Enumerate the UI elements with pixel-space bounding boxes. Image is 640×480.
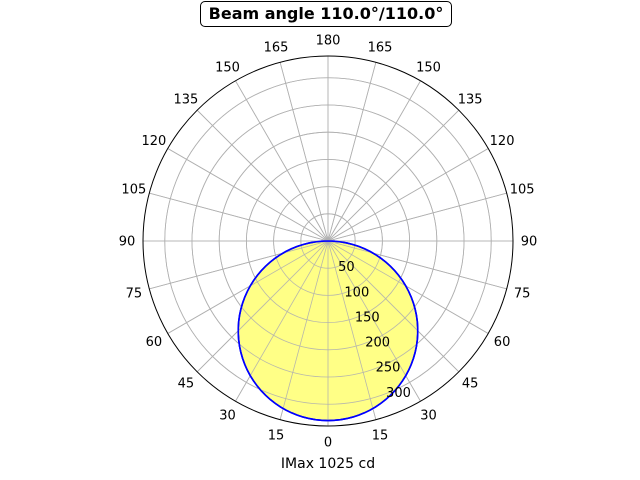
angle-gridline-overlay-240 xyxy=(167,148,329,242)
angle-gridline-overlay-300 xyxy=(167,240,329,334)
angle-tick-label-22: 30 xyxy=(219,409,236,424)
angle-tick-label-13: 165 xyxy=(264,40,289,55)
angle-tick-label-7: 105 xyxy=(510,182,535,197)
radial-tick-labels: 50 100 150 200 250 300 xyxy=(338,260,411,401)
angle-gridline-overlay-315 xyxy=(196,240,329,373)
angle-tick-label-16: 120 xyxy=(142,134,167,149)
angle-tick-label-14: 150 xyxy=(215,60,240,75)
polar-outer-circle xyxy=(142,55,514,427)
intensity-curve xyxy=(143,56,513,426)
angle-tick-labels: 0 15 30 45 60 75 90 105 120 135 150 165 180 165 150 135… xyxy=(119,34,538,451)
angle-gridline-overlay-45 xyxy=(327,240,460,373)
angle-gridline-overlay-330 xyxy=(235,240,329,402)
angle-tick-label-11: 165 xyxy=(368,40,393,55)
angle-gridline-overlay-135 xyxy=(327,109,460,242)
radial-tick-label-300: 300 xyxy=(386,386,411,401)
angle-tick-label-20: 60 xyxy=(146,335,163,350)
angle-tick-label-0: 0 xyxy=(324,436,332,451)
angle-tick-label-3: 45 xyxy=(462,377,479,392)
angle-tick-label-2: 30 xyxy=(420,409,437,424)
angle-gridline-overlay-120 xyxy=(327,148,489,242)
angle-gridline-overlay-210 xyxy=(235,80,329,242)
angle-gridline-overlay-105 xyxy=(327,192,507,242)
angle-tick-label-23: 15 xyxy=(268,429,285,444)
radial-tick-label-200: 200 xyxy=(365,336,390,351)
angle-gridline-overlay-75 xyxy=(327,240,507,290)
radial-tick-label-150: 150 xyxy=(355,310,380,325)
angle-tick-label-21: 45 xyxy=(178,377,195,392)
angle-gridline-overlay-15 xyxy=(327,240,377,420)
x-axis-label: IMax 1025 cd xyxy=(280,456,376,472)
angle-tick-label-15: 135 xyxy=(173,92,198,107)
angle-tick-label-5: 75 xyxy=(514,287,531,302)
angle-gridline-overlay-285 xyxy=(149,240,329,290)
angle-gridline-overlay-225 xyxy=(196,109,329,242)
angle-tick-label-4: 60 xyxy=(494,335,511,350)
angle-tick-label-10: 150 xyxy=(416,60,441,75)
angle-gridline-overlay-165 xyxy=(327,62,377,242)
angle-tick-label-12: 180 xyxy=(316,34,341,49)
radial-tick-label-50: 50 xyxy=(338,260,355,275)
angle-gridline-overlay-345 xyxy=(279,240,329,420)
chart-title: Beam angle 110.0°/110.0° xyxy=(200,1,452,27)
angle-tick-label-1: 15 xyxy=(372,429,389,444)
angle-gridline-overlay-255 xyxy=(149,192,329,242)
angle-tick-label-19: 75 xyxy=(126,287,143,302)
radial-tick-label-100: 100 xyxy=(344,285,369,300)
intensity-line-top xyxy=(237,240,419,422)
angle-tick-label-6: 90 xyxy=(521,235,538,250)
angle-tick-label-9: 135 xyxy=(458,92,483,107)
angle-tick-label-18: 90 xyxy=(119,235,136,250)
angle-tick-label-8: 120 xyxy=(490,134,515,149)
angle-tick-label-17: 105 xyxy=(121,182,146,197)
angle-gridline-overlay-150 xyxy=(327,80,421,242)
radial-tick-label-250: 250 xyxy=(376,361,401,376)
angle-gridline-overlay-60 xyxy=(327,240,489,334)
polar-frame xyxy=(142,55,514,427)
angle-gridline-overlay-195 xyxy=(279,62,329,242)
angle-gridline-overlay-30 xyxy=(327,240,421,402)
